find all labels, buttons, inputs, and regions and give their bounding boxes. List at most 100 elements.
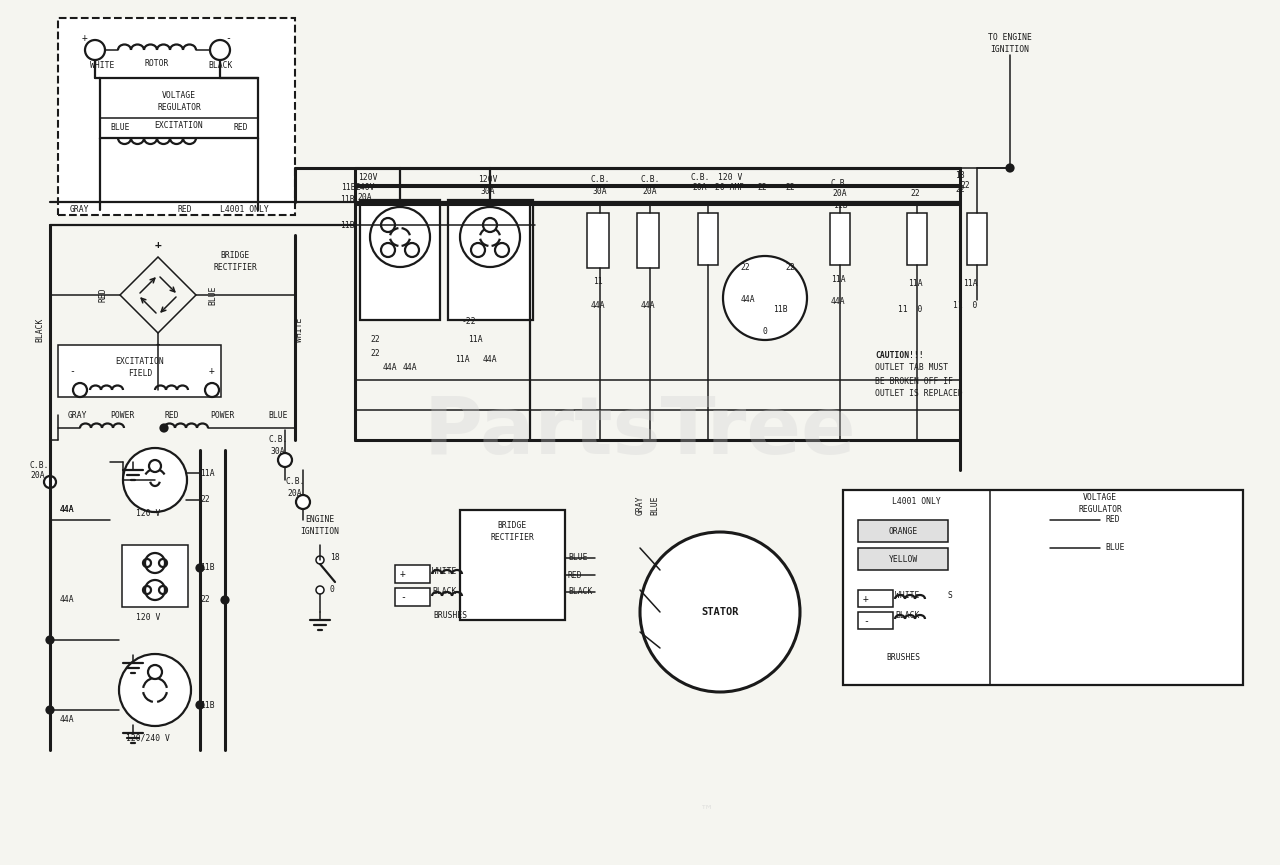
Text: 30A: 30A xyxy=(481,188,495,196)
Circle shape xyxy=(221,597,229,604)
Text: 44A: 44A xyxy=(741,296,755,304)
Bar xyxy=(396,588,430,606)
Text: TO ENGINE: TO ENGINE xyxy=(988,34,1032,42)
Text: S: S xyxy=(947,592,952,600)
Text: -: - xyxy=(863,616,869,626)
Text: 20A: 20A xyxy=(288,490,302,498)
Text: WHITE: WHITE xyxy=(296,317,305,343)
Text: RED: RED xyxy=(568,571,582,580)
Text: 18: 18 xyxy=(330,554,339,562)
Text: C.B.: C.B. xyxy=(831,178,850,188)
Circle shape xyxy=(145,580,165,600)
Text: BLACK: BLACK xyxy=(433,587,457,597)
Text: 120V: 120V xyxy=(358,174,378,183)
Text: -: - xyxy=(399,592,406,602)
Text: 11A: 11A xyxy=(831,275,845,285)
Text: 44A: 44A xyxy=(383,362,397,371)
Circle shape xyxy=(197,565,204,572)
Text: ™: ™ xyxy=(700,803,714,817)
Bar xyxy=(360,200,440,320)
Text: 22: 22 xyxy=(370,336,380,344)
Text: ROTOR: ROTOR xyxy=(145,60,169,68)
Text: 11A: 11A xyxy=(467,336,483,344)
Text: BRUSHES: BRUSHES xyxy=(433,612,467,620)
Text: POWER: POWER xyxy=(110,411,134,420)
Text: BLACK: BLACK xyxy=(207,61,233,71)
Bar xyxy=(858,548,948,570)
Text: 11B: 11B xyxy=(833,201,847,209)
Text: 22: 22 xyxy=(785,183,795,193)
Text: STATOR: STATOR xyxy=(701,607,739,617)
Text: -: - xyxy=(225,33,230,43)
Bar xyxy=(58,345,221,397)
Text: C.B.: C.B. xyxy=(590,176,609,184)
Text: 20A: 20A xyxy=(833,189,847,197)
Text: IGNITION: IGNITION xyxy=(991,46,1029,54)
Text: L4001 ONLY: L4001 ONLY xyxy=(892,497,941,507)
Text: 44A: 44A xyxy=(641,300,655,310)
Circle shape xyxy=(460,207,520,267)
Text: 11  0: 11 0 xyxy=(952,300,977,310)
Circle shape xyxy=(316,586,324,594)
Text: RECTIFIER: RECTIFIER xyxy=(212,262,257,272)
Text: 22: 22 xyxy=(910,189,920,197)
Text: 22: 22 xyxy=(370,349,380,357)
Bar xyxy=(966,213,987,265)
Circle shape xyxy=(148,460,161,472)
Text: 44A: 44A xyxy=(60,715,74,725)
Text: 240V: 240V xyxy=(356,183,375,193)
Text: YELLOW: YELLOW xyxy=(888,554,918,563)
Circle shape xyxy=(44,476,56,488)
Text: VOLTAGE: VOLTAGE xyxy=(163,92,196,100)
Circle shape xyxy=(381,243,396,257)
Text: BLUE: BLUE xyxy=(209,285,218,304)
Text: C.B.: C.B. xyxy=(690,174,709,183)
Text: BLACK: BLACK xyxy=(895,612,919,620)
Circle shape xyxy=(205,383,219,397)
Text: 30A: 30A xyxy=(270,447,285,457)
Text: 22: 22 xyxy=(740,264,750,272)
Text: ENGINE: ENGINE xyxy=(306,516,334,524)
Text: 120V: 120V xyxy=(479,176,498,184)
Text: REGULATOR: REGULATOR xyxy=(157,104,201,112)
Text: 120 V: 120 V xyxy=(136,509,160,517)
Text: C.B.: C.B. xyxy=(269,435,288,445)
Text: GRAY: GRAY xyxy=(68,411,87,420)
Text: RED: RED xyxy=(99,288,108,302)
Text: 44A: 44A xyxy=(831,298,845,306)
Circle shape xyxy=(316,556,324,564)
Text: GRAY: GRAY xyxy=(635,496,645,515)
Text: +: + xyxy=(209,366,215,376)
Text: EXCITATION: EXCITATION xyxy=(155,121,204,131)
Text: 11B: 11B xyxy=(200,563,215,573)
Text: BE BROKEN OFF IF: BE BROKEN OFF IF xyxy=(876,376,954,386)
Circle shape xyxy=(197,702,204,708)
Text: BLACK: BLACK xyxy=(568,587,593,597)
Text: 44A: 44A xyxy=(483,356,498,364)
Text: -: - xyxy=(155,340,161,350)
Text: 22: 22 xyxy=(785,264,795,272)
Text: -22: -22 xyxy=(462,317,476,326)
Text: 22: 22 xyxy=(200,496,210,504)
Text: 44A: 44A xyxy=(590,300,605,310)
Text: FIELD: FIELD xyxy=(128,369,152,379)
Circle shape xyxy=(84,40,105,60)
Circle shape xyxy=(370,207,430,267)
Text: BLUE: BLUE xyxy=(650,496,659,515)
Circle shape xyxy=(483,218,497,232)
Text: 20A: 20A xyxy=(692,183,708,193)
Text: 0: 0 xyxy=(763,328,768,336)
Text: 44A: 44A xyxy=(403,362,417,371)
Text: EXCITATION: EXCITATION xyxy=(115,357,164,367)
Circle shape xyxy=(148,665,163,679)
Bar xyxy=(698,213,718,265)
Circle shape xyxy=(160,425,168,432)
Text: +: + xyxy=(863,594,869,604)
Text: 120 V: 120 V xyxy=(718,174,742,183)
Bar xyxy=(637,213,659,268)
Bar xyxy=(460,510,564,620)
Circle shape xyxy=(404,243,419,257)
Bar xyxy=(122,545,188,607)
Text: 30A: 30A xyxy=(593,188,607,196)
Circle shape xyxy=(495,243,509,257)
